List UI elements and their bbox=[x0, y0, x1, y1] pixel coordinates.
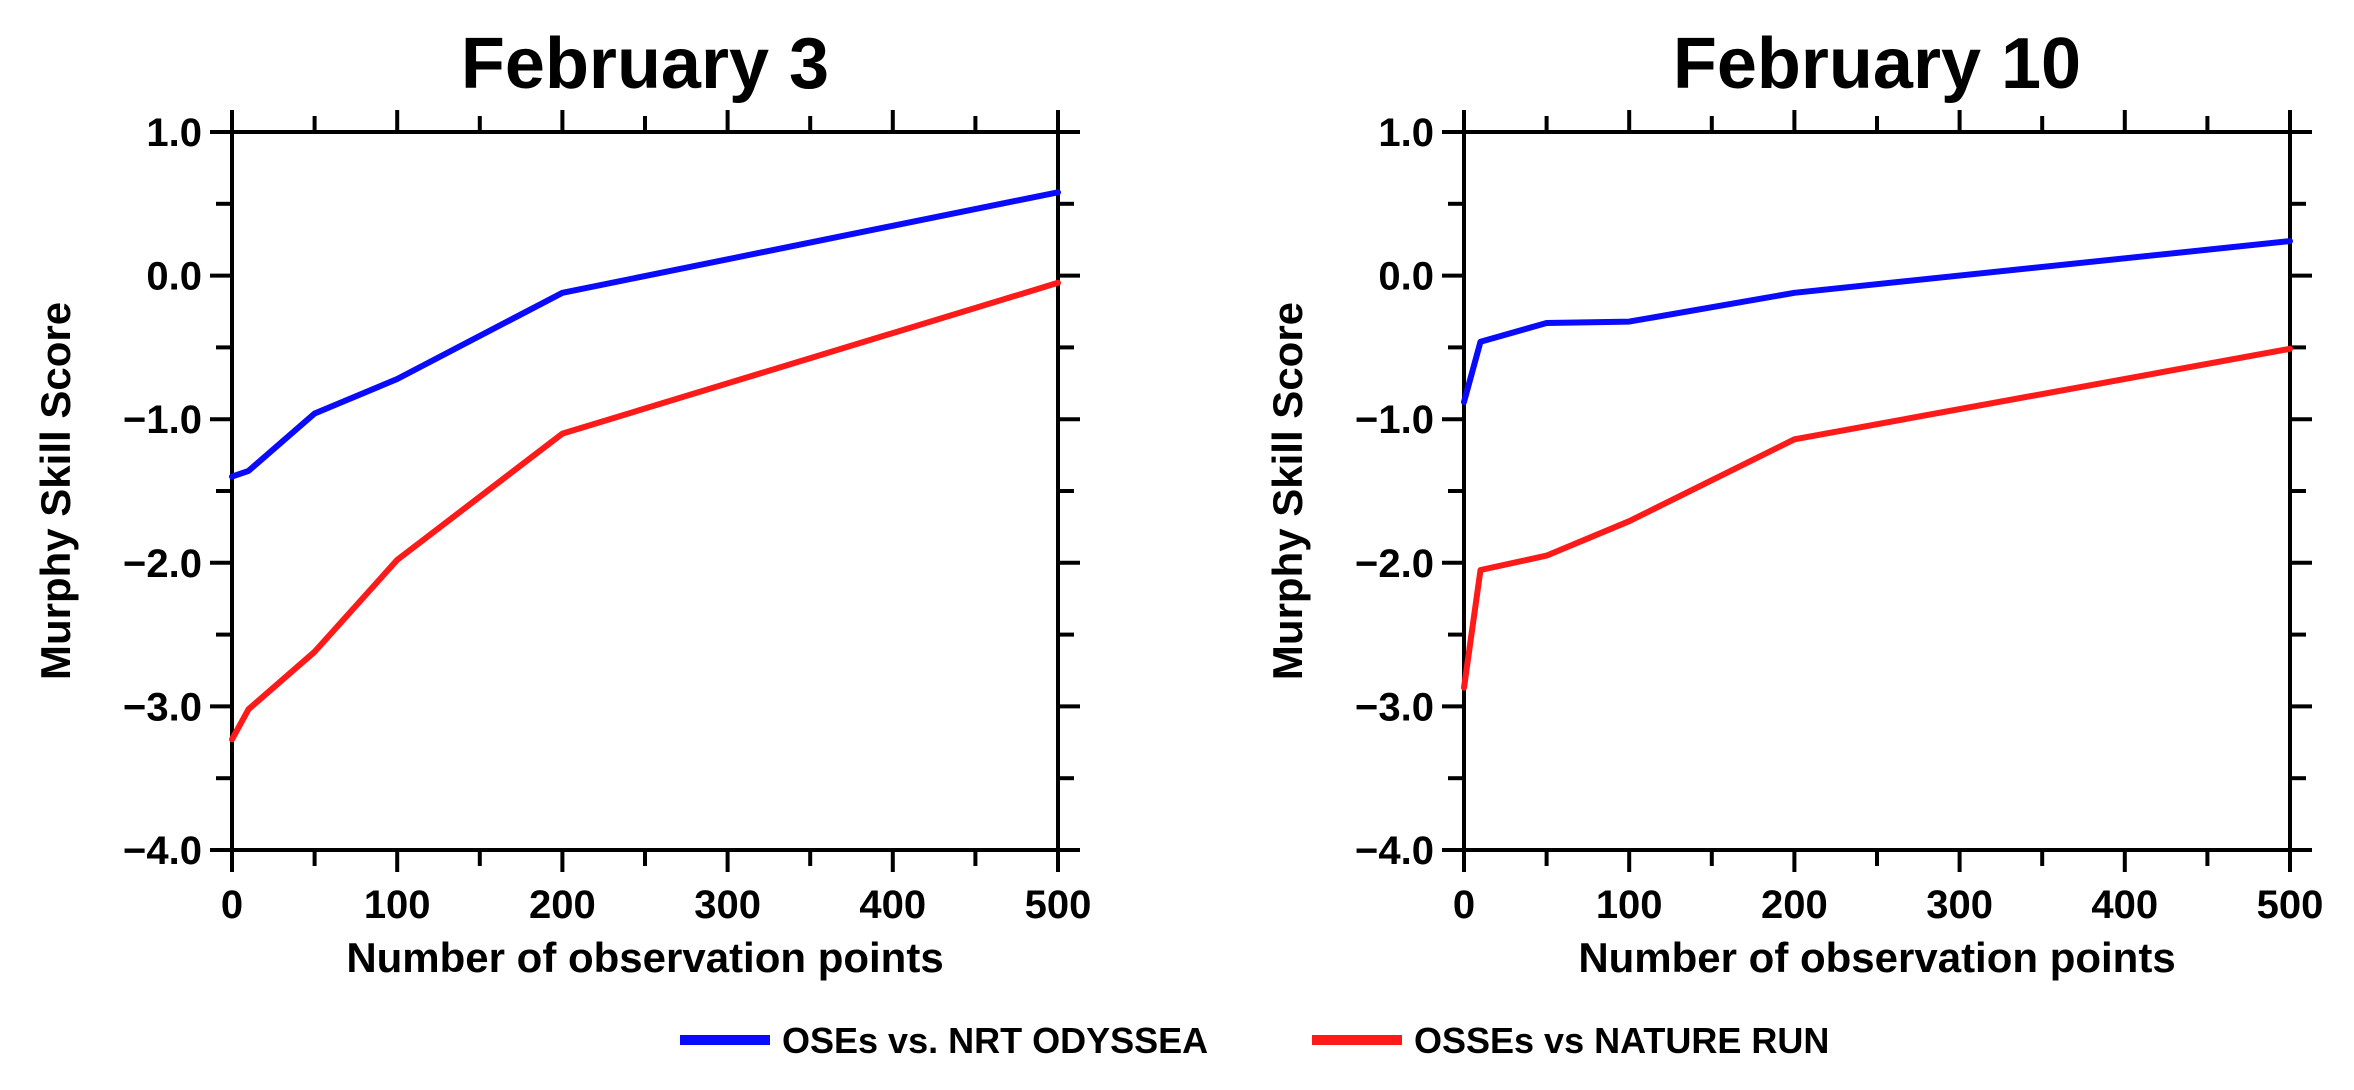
y-tick-label: 1.0 bbox=[1378, 111, 1434, 155]
legend-label-1: OSSEs vs NATURE RUN bbox=[1414, 1020, 1829, 1061]
x-tick-label: 500 bbox=[1025, 883, 1092, 927]
x-tick-label: 100 bbox=[364, 883, 431, 927]
chart-panel-0: February 3 0 100 200 300 400 500 1.0 0.0 −1.0 −2.0… bbox=[32, 24, 1091, 981]
y-tick-label: −4.0 bbox=[1355, 829, 1434, 873]
x-tick-label: 500 bbox=[2257, 883, 2324, 927]
plot-frame bbox=[1462, 130, 2292, 852]
y-tick-label: 1.0 bbox=[146, 111, 202, 155]
y-tick-label: −1.0 bbox=[1355, 398, 1434, 442]
x-tick-label: 0 bbox=[221, 883, 243, 927]
y-tick-label: −3.0 bbox=[1355, 685, 1434, 729]
y-tick-label: −2.0 bbox=[123, 542, 202, 586]
series-line-1 bbox=[1461, 345, 2293, 691]
x-tick-label: 200 bbox=[1761, 883, 1828, 927]
x-tick-label: 300 bbox=[1926, 883, 1993, 927]
x-tick-label: 300 bbox=[694, 883, 761, 927]
x-tick-label: 0 bbox=[1453, 883, 1475, 927]
x-axis-label: Number of observation points bbox=[1578, 934, 2175, 981]
y-tick-label: −2.0 bbox=[1355, 542, 1434, 586]
series-line-0 bbox=[229, 189, 1061, 480]
x-tick-label: 400 bbox=[859, 883, 926, 927]
y-axis-label: Murphy Skill Score bbox=[1264, 302, 1311, 680]
x-tick-label: 200 bbox=[529, 883, 596, 927]
chart-panel-1: February 10 0 100 200 300 400 500 1.0 0.0 −1.0 −2.… bbox=[1264, 24, 2323, 981]
y-axis-label: Murphy Skill Score bbox=[32, 302, 79, 680]
chart-panels: February 3 0 100 200 300 400 500 1.0 0.0 −1.0 −2.0… bbox=[32, 24, 2323, 981]
plot-frame bbox=[230, 130, 1060, 852]
y-tick-label: 0.0 bbox=[146, 255, 202, 299]
series-line-0 bbox=[1461, 238, 2293, 405]
x-tick-label: 100 bbox=[1596, 883, 1663, 927]
chart-title: February 10 bbox=[1673, 24, 2081, 104]
x-tick-label: 400 bbox=[2091, 883, 2158, 927]
chart-title: February 3 bbox=[461, 24, 829, 104]
y-tick-label: −4.0 bbox=[123, 829, 202, 873]
y-tick-label: 0.0 bbox=[1378, 255, 1434, 299]
legend-label-0: OSEs vs. NRT ODYSSEA bbox=[782, 1020, 1208, 1061]
legend: OSEs vs. NRT ODYSSEA OSSEs vs NATURE RUN bbox=[680, 1020, 1829, 1061]
x-axis-label: Number of observation points bbox=[346, 934, 943, 981]
y-tick-label: −1.0 bbox=[123, 398, 202, 442]
series-line-1 bbox=[229, 279, 1061, 743]
y-tick-label: −3.0 bbox=[123, 685, 202, 729]
